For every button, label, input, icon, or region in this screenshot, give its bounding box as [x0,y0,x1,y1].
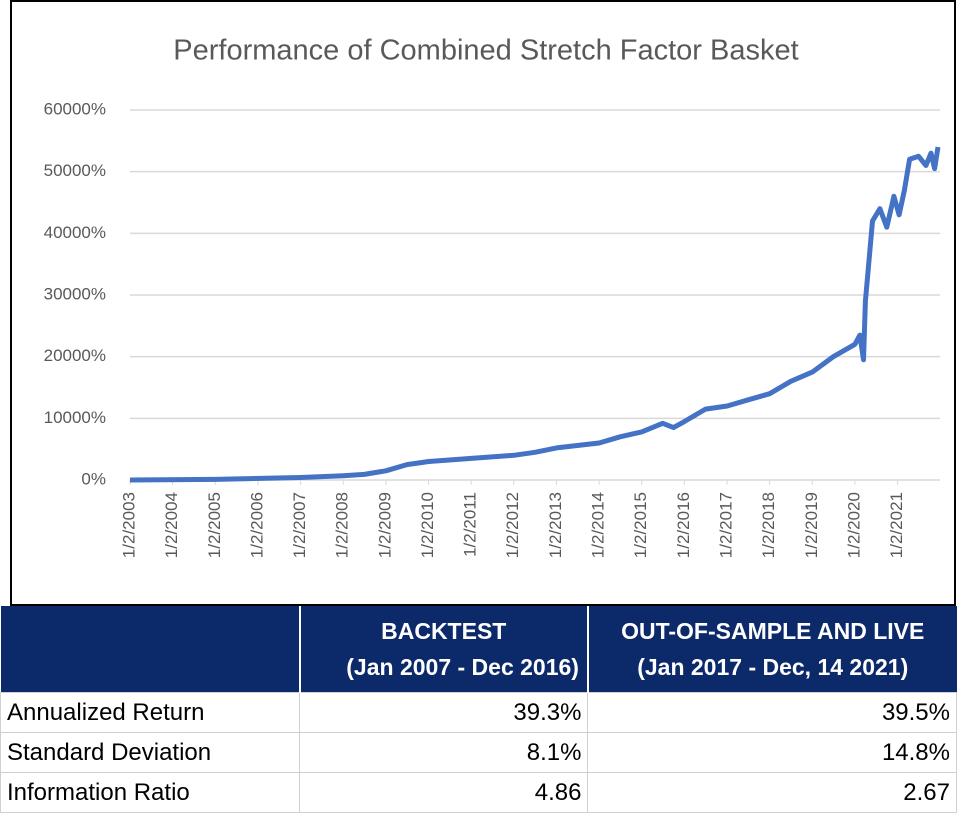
x-tick-label: 1/2/2007 [290,492,309,558]
header-title: BACKTEST [381,618,507,644]
y-tick-label: 60000% [44,99,106,118]
chart-frame [10,0,956,606]
table-row: Information Ratio 4.86 2.67 [0,772,957,813]
x-tick-label: 1/2/2005 [205,492,224,558]
x-tick-label: 1/2/2017 [717,492,736,558]
x-tick-label: 1/2/2009 [375,492,394,558]
y-tick-label: 50000% [44,161,106,180]
x-tick-label: 1/2/2018 [759,492,778,558]
y-tick-label: 30000% [44,284,106,303]
header-blank [0,606,301,693]
y-tick-label: 0% [81,469,106,488]
data-line [129,146,941,483]
x-tick-label: 1/2/2004 [162,492,181,558]
header-cell: OUT-OF-SAMPLE AND LIVE (Jan 2017 - Dec, 1… [587,606,957,693]
x-tick-label: 1/2/2014 [589,492,608,558]
x-tick-label: 1/2/2016 [674,492,693,558]
header-subtitle: (Jan 2007 - Dec 2016) [346,654,579,680]
x-tick-label: 1/2/2013 [546,492,565,558]
table-row: Annualized Return 39.3% 39.5% [0,692,957,733]
x-tick-label: 1/2/2006 [247,492,266,558]
value-cell: 2.67 [587,772,957,813]
header-cell: BACKTEST (Jan 2007 - Dec 2016) [299,606,589,693]
y-tick-label: 10000% [44,408,106,427]
x-tick-label: 1/2/2020 [844,492,863,558]
value-cell: 39.5% [587,692,957,733]
chart: Performance of Combined Stretch Factor B… [10,0,956,606]
x-tick-label: 1/2/2015 [631,492,650,558]
header-subtitle: (Jan 2017 - Dec, 14 2021) [637,654,909,680]
value-cell: 39.3% [298,692,589,733]
x-tick-label: 1/2/2003 [119,492,138,558]
y-tick-label: 40000% [44,223,106,242]
label-cell: Standard Deviation [0,732,300,773]
table-row: Standard Deviation 8.1% 14.8% [0,732,957,773]
label-cell: Information Ratio [0,772,300,813]
value-cell: 14.8% [587,732,957,773]
label-cell: Annualized Return [0,692,300,733]
stats-table: BACKTEST (Jan 2007 - Dec 2016) OUT-OF-SAM… [0,606,957,813]
x-tick-label: 1/2/2012 [503,492,522,558]
x-tick-label: 1/2/2008 [333,492,352,558]
y-tick-label: 20000% [44,346,106,365]
x-tick-label: 1/2/2011 [461,492,480,557]
x-tick-label: 1/2/2019 [802,492,821,558]
x-tick-label: 1/2/2021 [887,492,906,558]
header-title: OUT-OF-SAMPLE AND LIVE [621,618,925,644]
value-cell: 8.1% [298,732,589,773]
x-tick-label: 1/2/2010 [418,492,437,558]
value-cell: 4.86 [298,772,589,813]
chart-title: Performance of Combined Stretch Factor B… [173,35,798,67]
